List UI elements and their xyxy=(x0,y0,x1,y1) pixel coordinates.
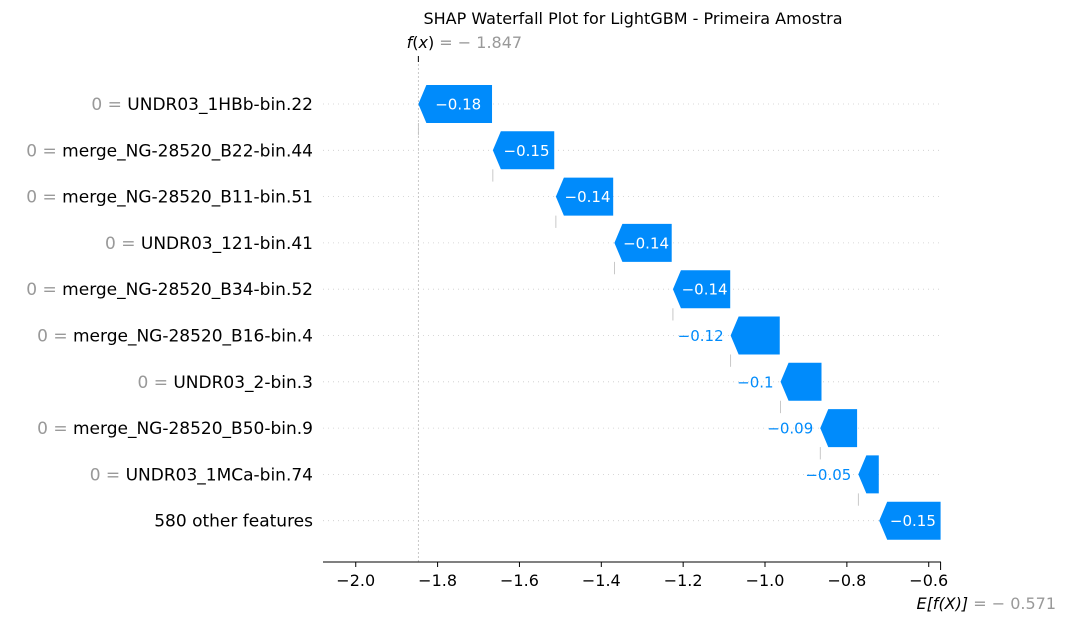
shap-bar xyxy=(614,223,672,262)
shap-bar xyxy=(555,177,614,216)
feature-value: 0 = xyxy=(26,188,62,208)
shap-value-label: −0.18 xyxy=(435,96,481,114)
x-tick-label: −0.6 xyxy=(909,571,948,590)
feature-value: 0 = xyxy=(26,141,62,161)
x-tick-label: −1.6 xyxy=(500,571,539,590)
shap-bar xyxy=(858,455,879,494)
feature-label: 580 other features xyxy=(154,512,313,532)
efx-expression: E[f(X)] xyxy=(916,594,968,613)
shap-bar xyxy=(730,316,780,355)
feature-value: 0 = xyxy=(105,234,141,254)
feature-value: 0 = xyxy=(26,280,62,300)
x-tick-label: −1.4 xyxy=(582,571,621,590)
shap-value-label: −0.15 xyxy=(890,512,936,530)
gridlines xyxy=(323,103,941,522)
efx-label: E[f(X)] = − 0.571 xyxy=(916,594,1056,613)
feature-name: UNDR03_2-bin.3 xyxy=(173,373,313,393)
feature-name: merge_NG-28520_B11-bin.51 xyxy=(62,188,313,208)
fx-function: f xyxy=(407,33,415,52)
shap-value-label: −0.12 xyxy=(678,327,724,345)
x-tick-label: −1.2 xyxy=(664,571,703,590)
feature-name: merge_NG-28520_B16-bin.4 xyxy=(73,327,313,347)
feature-name: UNDR03_1HBb-bin.22 xyxy=(127,95,313,115)
chart-title: SHAP Waterfall Plot for LightGBM - Prime… xyxy=(423,9,842,28)
x-tick-label: −1.8 xyxy=(418,571,457,590)
fx-label: f(x) = − 1.847 xyxy=(407,33,522,52)
x-tick-label: −1.0 xyxy=(746,571,785,590)
feature-value: 0 = xyxy=(137,373,173,393)
feature-name: merge_NG-28520_B34-bin.52 xyxy=(62,280,313,300)
feature-label: 0 = merge_NG-28520_B50-bin.9 xyxy=(37,419,313,439)
feature-value: 0 = xyxy=(37,419,73,439)
feature-label: 0 = UNDR03_2-bin.3 xyxy=(137,373,313,393)
feature-label: 0 = merge_NG-28520_B22-bin.44 xyxy=(26,141,313,161)
waterfall-bars: −0.18 −0.15 −0.14 −0.14 −0.14 −0.12 −0.1 −0.09 −… xyxy=(417,85,941,540)
shap-bar xyxy=(780,362,822,401)
feature-value: 0 = xyxy=(37,327,73,347)
feature-name: UNDR03_121-bin.41 xyxy=(141,234,313,254)
feature-label: 0 = UNDR03_1HBb-bin.22 xyxy=(91,95,313,115)
feature-label: 0 = merge_NG-28520_B11-bin.51 xyxy=(26,188,313,208)
feature-label: 0 = merge_NG-28520_B16-bin.4 xyxy=(37,327,313,347)
shap-bar xyxy=(879,501,941,540)
shap-value-label: −0.14 xyxy=(623,234,669,252)
shap-value-label: −0.05 xyxy=(805,466,851,484)
fx-value: = − 1.847 xyxy=(434,33,522,52)
shap-value-label: −0.14 xyxy=(682,281,728,299)
feature-label: 0 = UNDR03_1MCa-bin.74 xyxy=(90,465,313,485)
shap-bar xyxy=(672,270,731,309)
x-axis: −2.0 −1.8 −1.6 −1.4 −1.2 −1.0 −0.8 −0.6 xyxy=(323,56,948,590)
feature-value: 0 = xyxy=(90,465,126,485)
shap-bar xyxy=(820,409,858,448)
feature-name: merge_NG-28520_B50-bin.9 xyxy=(73,419,313,439)
fx-argument: x xyxy=(418,33,429,52)
feature-name: merge_NG-28520_B22-bin.44 xyxy=(62,141,313,161)
feature-labels: 0 = UNDR03_1HBb-bin.220 = merge_NG-28520… xyxy=(26,95,313,532)
feature-name: 580 other features xyxy=(154,512,313,532)
feature-value: 0 = xyxy=(91,95,127,115)
x-tick-label: −0.8 xyxy=(827,571,866,590)
shap-bar xyxy=(418,85,493,123)
shap-bar xyxy=(492,131,555,170)
shap-value-label: −0.15 xyxy=(504,142,550,160)
feature-name: UNDR03_1MCa-bin.74 xyxy=(126,465,313,485)
efx-value: = − 0.571 xyxy=(968,594,1056,613)
shap-value-label: −0.1 xyxy=(737,373,773,391)
shap-value-label: −0.14 xyxy=(565,188,611,206)
x-tick-label: −2.0 xyxy=(336,571,375,590)
feature-label: 0 = UNDR03_121-bin.41 xyxy=(105,234,313,254)
shap-value-label: −0.09 xyxy=(767,420,813,438)
feature-label: 0 = merge_NG-28520_B34-bin.52 xyxy=(26,280,313,300)
